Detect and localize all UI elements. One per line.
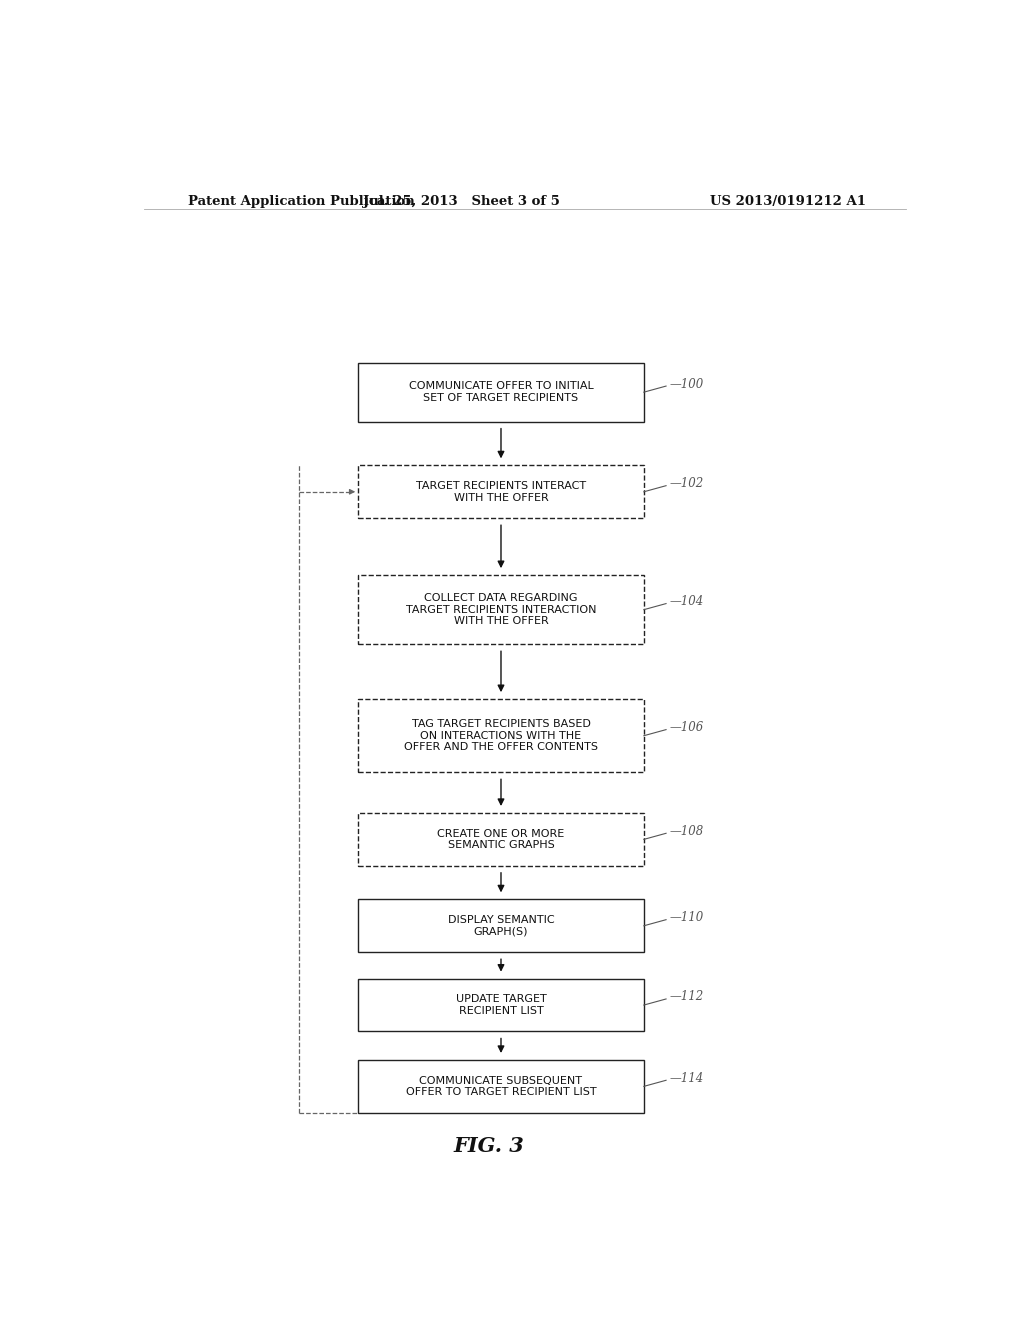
Text: —100: —100 bbox=[670, 378, 703, 391]
Text: COMMUNICATE OFFER TO INITIAL
SET OF TARGET RECIPIENTS: COMMUNICATE OFFER TO INITIAL SET OF TARG… bbox=[409, 381, 593, 403]
Text: FIG. 3: FIG. 3 bbox=[454, 1137, 524, 1156]
Text: COMMUNICATE SUBSEQUENT
OFFER TO TARGET RECIPIENT LIST: COMMUNICATE SUBSEQUENT OFFER TO TARGET R… bbox=[406, 1076, 596, 1097]
FancyBboxPatch shape bbox=[358, 466, 644, 519]
FancyBboxPatch shape bbox=[358, 700, 644, 772]
Text: CREATE ONE OR MORE
SEMANTIC GRAPHS: CREATE ONE OR MORE SEMANTIC GRAPHS bbox=[437, 829, 564, 850]
Text: TARGET RECIPIENTS INTERACT
WITH THE OFFER: TARGET RECIPIENTS INTERACT WITH THE OFFE… bbox=[416, 480, 586, 503]
FancyBboxPatch shape bbox=[358, 1060, 644, 1113]
FancyBboxPatch shape bbox=[358, 576, 644, 644]
Text: —104: —104 bbox=[670, 595, 703, 609]
Text: US 2013/0191212 A1: US 2013/0191212 A1 bbox=[710, 194, 866, 207]
Text: —106: —106 bbox=[670, 721, 703, 734]
Text: UPDATE TARGET
RECIPIENT LIST: UPDATE TARGET RECIPIENT LIST bbox=[456, 994, 547, 1016]
FancyBboxPatch shape bbox=[358, 363, 644, 421]
Text: Jul. 25, 2013   Sheet 3 of 5: Jul. 25, 2013 Sheet 3 of 5 bbox=[362, 194, 560, 207]
Text: COLLECT DATA REGARDING
TARGET RECIPIENTS INTERACTION
WITH THE OFFER: COLLECT DATA REGARDING TARGET RECIPIENTS… bbox=[406, 593, 596, 626]
FancyBboxPatch shape bbox=[358, 899, 644, 952]
Text: —102: —102 bbox=[670, 477, 703, 490]
Text: Patent Application Publication: Patent Application Publication bbox=[187, 194, 415, 207]
FancyBboxPatch shape bbox=[358, 978, 644, 1031]
Text: DISPLAY SEMANTIC
GRAPH(S): DISPLAY SEMANTIC GRAPH(S) bbox=[447, 915, 554, 937]
Text: —110: —110 bbox=[670, 911, 703, 924]
Text: —108: —108 bbox=[670, 825, 703, 838]
Text: TAG TARGET RECIPIENTS BASED
ON INTERACTIONS WITH THE
OFFER AND THE OFFER CONTENT: TAG TARGET RECIPIENTS BASED ON INTERACTI… bbox=[404, 719, 598, 752]
FancyBboxPatch shape bbox=[358, 813, 644, 866]
Text: —114: —114 bbox=[670, 1072, 703, 1085]
Text: —112: —112 bbox=[670, 990, 703, 1003]
